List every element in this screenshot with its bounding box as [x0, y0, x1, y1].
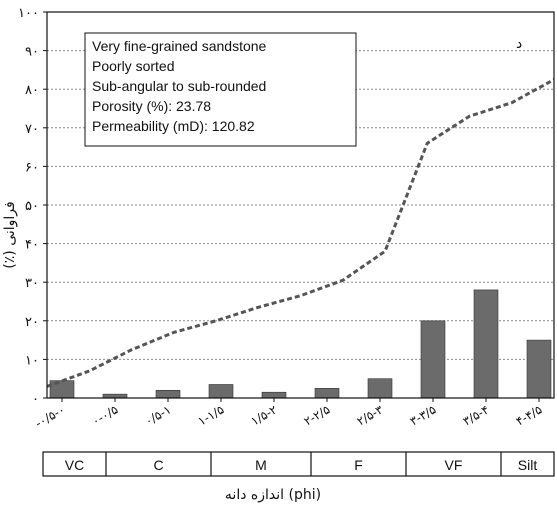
size-class-label: C — [153, 457, 163, 473]
cumulative-line — [46, 78, 555, 388]
y-tick-label: ۹۰ — [25, 45, 39, 60]
bar — [261, 391, 287, 399]
size-class-label: VF — [445, 457, 463, 473]
bar — [208, 384, 234, 399]
bars — [49, 289, 552, 399]
y-tick-label: ۵۰ — [25, 199, 39, 214]
bar — [155, 389, 181, 399]
y-tick-label: ۷۰ — [25, 122, 39, 137]
y-tick-label: ۸۰ — [25, 83, 39, 98]
size-class-strip: VC C M F VF Silt — [42, 451, 555, 477]
bar — [367, 378, 393, 399]
annotation-line-2: Poorly sorted — [92, 58, 174, 74]
y-tick-label: ۴۰ — [25, 238, 39, 253]
size-class-label: VC — [65, 457, 84, 473]
y-tick-label: ۰ — [32, 392, 39, 407]
bar — [314, 388, 340, 399]
x-ticks: -۰/۵-۰ ۰-۰/۵ ۰/۵-۱ ۱-۱/۵ ۱/۵-۲ ۲-۲/۵ ۲/۵-۳ ۳-۳/… — [33, 398, 545, 431]
x-tick-label: ۱/۵-۲ — [248, 402, 279, 428]
annotation-line-4: Porosity (%): 23.78 — [92, 98, 211, 114]
bar — [420, 320, 446, 399]
cumulative-line-group — [46, 78, 555, 388]
y-tick-label: ۱۰۰ — [18, 6, 39, 21]
y-axis-label: فراوانی (٪) — [2, 201, 18, 268]
annotation-line-1: Very fine-grained sandstone — [92, 38, 267, 54]
y-tick-label: ۳۰ — [25, 276, 39, 291]
annotation-line-5: Permeability (mD): 120.82 — [92, 118, 255, 134]
x-tick-label: ۳-۳/۵ — [407, 402, 438, 428]
annotation-box: Very fine-grained sandstone Poorly sorte… — [84, 32, 357, 147]
y-tick-label: ۱۰ — [25, 353, 39, 368]
x-tick-label: ۳/۵-۴ — [460, 402, 491, 428]
size-class-label: Silt — [518, 457, 538, 473]
y-tick-label: ۶۰ — [25, 160, 39, 175]
x-tick-label: ۲-۲/۵ — [301, 402, 332, 428]
class-strip-frame — [42, 451, 555, 477]
annotation-line-3: Sub-angular to sub-rounded — [92, 78, 266, 94]
x-tick-label: ۴-۴/۵ — [513, 402, 544, 428]
x-tick-label: ۰-۰/۵ — [89, 402, 120, 428]
x-axis-label: اندازه دانه (phi) — [225, 487, 321, 503]
x-tick-label: ۲/۵-۳ — [354, 402, 385, 428]
bar — [49, 380, 75, 399]
bar — [526, 339, 552, 399]
corner-label: د — [516, 36, 522, 52]
x-tick-label: ۰/۵-۱ — [142, 402, 173, 428]
y-tick-label: ۲۰ — [25, 315, 39, 330]
size-class-label: F — [354, 457, 363, 473]
size-class-label: M — [255, 457, 267, 473]
x-tick-label: ۱-۱/۵ — [195, 402, 226, 428]
y-ticks: ۰ ۱۰ ۲۰ ۳۰ ۴۰ ۵۰ ۶۰ ۷۰ ۸۰ ۹۰ ۱۰۰ — [18, 6, 47, 407]
bar — [473, 289, 499, 399]
